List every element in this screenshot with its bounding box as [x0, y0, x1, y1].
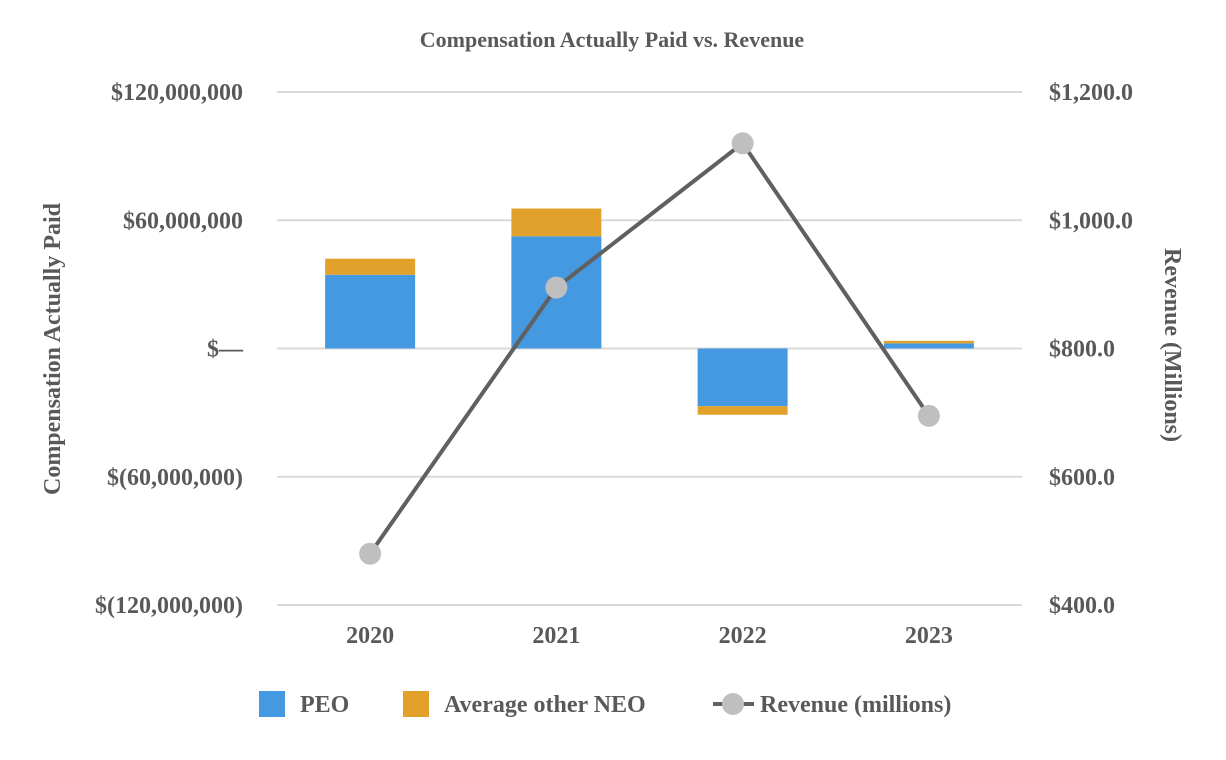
legend-label-revenue: Revenue (millions): [760, 692, 951, 718]
legend-swatch-neo: [403, 691, 429, 717]
left-tick-label: $60,000,000: [123, 208, 243, 234]
left-tick-label: $(60,000,000): [107, 465, 243, 491]
left-tick-label: $(120,000,000): [95, 593, 243, 619]
right-tick-label: $1,200.0: [1049, 80, 1133, 106]
legend-label-peo: PEO: [300, 692, 349, 718]
bar-average-other-neo: [697, 406, 788, 415]
x-tick-label: 2020: [346, 623, 394, 649]
x-tick-label: 2022: [719, 623, 767, 649]
right-tick-label: $400.0: [1049, 593, 1115, 619]
bar-peo: [697, 348, 788, 407]
bars: [325, 208, 974, 415]
right-tick-label: $800.0: [1049, 337, 1115, 363]
legend: PEO Average other NEO Revenue (millions): [259, 691, 951, 718]
revenue-point: [359, 542, 382, 565]
bar-average-other-neo: [511, 208, 602, 237]
bar-average-other-neo: [883, 340, 974, 344]
revenue-point: [731, 132, 754, 155]
revenue-point: [917, 404, 940, 427]
revenue-point: [545, 276, 568, 299]
right-axis-ticks: $400.0 $600.0 $800.0 $1,000.0 $1,200.0: [1049, 80, 1133, 619]
bar-peo: [883, 343, 974, 349]
x-tick-label: 2021: [532, 623, 580, 649]
left-tick-label: $120,000,000: [111, 80, 243, 106]
legend-marker-revenue: [722, 693, 744, 715]
x-tick-label: 2023: [905, 623, 953, 649]
legend-label-neo: Average other NEO: [444, 692, 646, 718]
left-axis-label: Compensation Actually Paid: [40, 202, 66, 495]
legend-swatch-peo: [259, 691, 285, 717]
revenue-line: [368, 140, 931, 555]
left-axis-ticks: $(120,000,000) $(60,000,000) $— $60,000,000…: [95, 80, 244, 619]
x-axis-ticks: 2020 2021 2022 2023: [346, 623, 953, 649]
revenue-line-layer: [359, 132, 940, 565]
chart-title: Compensation Actually Paid vs. Revenue: [420, 27, 805, 52]
bar-peo: [325, 274, 416, 349]
bar-average-other-neo: [325, 258, 416, 275]
right-tick-label: $1,000.0: [1049, 208, 1133, 234]
right-axis-label: Revenue (Millions): [1159, 248, 1185, 442]
left-tick-label: $—: [207, 337, 244, 363]
right-tick-label: $600.0: [1049, 465, 1115, 491]
